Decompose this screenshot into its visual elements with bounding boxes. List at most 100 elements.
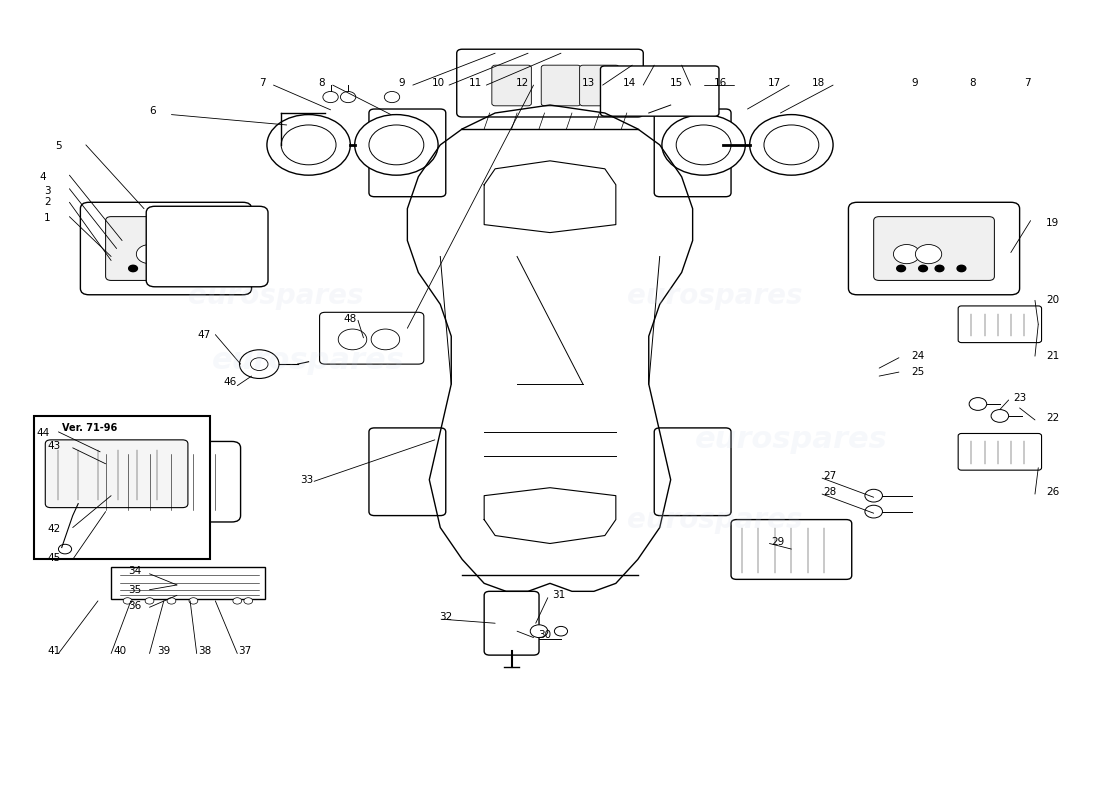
Text: 22: 22 xyxy=(1046,413,1059,422)
Circle shape xyxy=(957,266,966,272)
Circle shape xyxy=(104,479,118,489)
Text: 7: 7 xyxy=(260,78,266,88)
Circle shape xyxy=(167,598,176,604)
Circle shape xyxy=(662,114,746,175)
Text: 16: 16 xyxy=(714,78,727,88)
Text: 5: 5 xyxy=(55,142,62,151)
Text: eurospares: eurospares xyxy=(212,346,405,374)
Circle shape xyxy=(991,410,1009,422)
Text: 45: 45 xyxy=(47,553,60,563)
Text: 20: 20 xyxy=(1046,295,1059,306)
Circle shape xyxy=(530,625,548,638)
Text: 41: 41 xyxy=(47,646,60,656)
FancyBboxPatch shape xyxy=(45,440,188,508)
Text: 31: 31 xyxy=(552,590,565,600)
Text: 19: 19 xyxy=(1046,218,1059,228)
Text: 23: 23 xyxy=(1013,394,1026,403)
Text: 42: 42 xyxy=(47,524,60,534)
Text: 8: 8 xyxy=(319,78,326,88)
Text: 30: 30 xyxy=(538,630,551,640)
Text: 8: 8 xyxy=(969,78,976,88)
Circle shape xyxy=(102,494,120,506)
Text: 9: 9 xyxy=(398,78,405,88)
Text: 12: 12 xyxy=(516,78,529,88)
Circle shape xyxy=(323,91,338,102)
Circle shape xyxy=(896,266,905,272)
Text: 44: 44 xyxy=(36,429,50,438)
Circle shape xyxy=(935,266,944,272)
Circle shape xyxy=(123,598,132,604)
Circle shape xyxy=(764,125,818,165)
Text: 17: 17 xyxy=(768,78,782,88)
Circle shape xyxy=(918,266,927,272)
Circle shape xyxy=(58,544,72,554)
FancyBboxPatch shape xyxy=(111,567,265,599)
Text: 4: 4 xyxy=(40,172,46,182)
Text: 47: 47 xyxy=(198,330,211,340)
Text: 35: 35 xyxy=(129,585,142,594)
FancyBboxPatch shape xyxy=(958,434,1042,470)
Circle shape xyxy=(267,114,350,175)
Text: 7: 7 xyxy=(1024,78,1031,88)
Text: 25: 25 xyxy=(911,367,924,377)
Circle shape xyxy=(969,398,987,410)
Text: 24: 24 xyxy=(911,351,924,361)
Circle shape xyxy=(282,125,336,165)
Text: 28: 28 xyxy=(823,486,836,497)
Circle shape xyxy=(354,114,438,175)
Text: 10: 10 xyxy=(431,78,444,88)
Text: 2: 2 xyxy=(44,198,51,207)
FancyBboxPatch shape xyxy=(873,217,994,281)
FancyBboxPatch shape xyxy=(601,66,719,116)
Circle shape xyxy=(384,91,399,102)
Circle shape xyxy=(676,125,732,165)
FancyBboxPatch shape xyxy=(106,217,227,281)
Circle shape xyxy=(244,598,253,604)
FancyBboxPatch shape xyxy=(732,519,851,579)
Text: 3: 3 xyxy=(44,186,51,196)
Text: eurospares: eurospares xyxy=(188,282,363,310)
Text: 9: 9 xyxy=(911,78,917,88)
Text: 36: 36 xyxy=(129,601,142,610)
Text: eurospares: eurospares xyxy=(695,426,888,454)
Circle shape xyxy=(915,245,942,264)
Text: 40: 40 xyxy=(113,646,127,656)
Text: 26: 26 xyxy=(1046,486,1059,497)
Text: 48: 48 xyxy=(343,314,356,324)
Text: 27: 27 xyxy=(823,470,836,481)
Text: 46: 46 xyxy=(223,378,236,387)
Text: 13: 13 xyxy=(582,78,595,88)
FancyBboxPatch shape xyxy=(368,109,446,197)
FancyBboxPatch shape xyxy=(368,428,446,515)
Circle shape xyxy=(865,490,882,502)
FancyBboxPatch shape xyxy=(80,202,252,294)
Circle shape xyxy=(251,358,268,370)
Circle shape xyxy=(371,329,399,350)
FancyBboxPatch shape xyxy=(848,202,1020,294)
Text: 33: 33 xyxy=(300,474,313,485)
Circle shape xyxy=(368,125,424,165)
FancyBboxPatch shape xyxy=(146,206,268,286)
Text: 38: 38 xyxy=(198,646,211,656)
FancyBboxPatch shape xyxy=(492,65,531,106)
Circle shape xyxy=(145,598,154,604)
Circle shape xyxy=(136,245,163,264)
FancyBboxPatch shape xyxy=(541,65,581,106)
FancyBboxPatch shape xyxy=(580,65,619,106)
Text: 15: 15 xyxy=(670,78,683,88)
Circle shape xyxy=(151,266,160,272)
Text: 43: 43 xyxy=(47,442,60,451)
Text: eurospares: eurospares xyxy=(627,506,802,534)
Text: 21: 21 xyxy=(1046,351,1059,361)
Circle shape xyxy=(189,598,198,604)
FancyBboxPatch shape xyxy=(320,312,424,364)
Circle shape xyxy=(233,598,242,604)
Circle shape xyxy=(158,245,185,264)
Text: 18: 18 xyxy=(812,78,825,88)
Text: 34: 34 xyxy=(129,566,142,577)
Text: 11: 11 xyxy=(469,78,482,88)
Circle shape xyxy=(240,350,279,378)
FancyBboxPatch shape xyxy=(654,428,732,515)
Circle shape xyxy=(200,266,209,272)
Text: eurospares: eurospares xyxy=(627,282,802,310)
